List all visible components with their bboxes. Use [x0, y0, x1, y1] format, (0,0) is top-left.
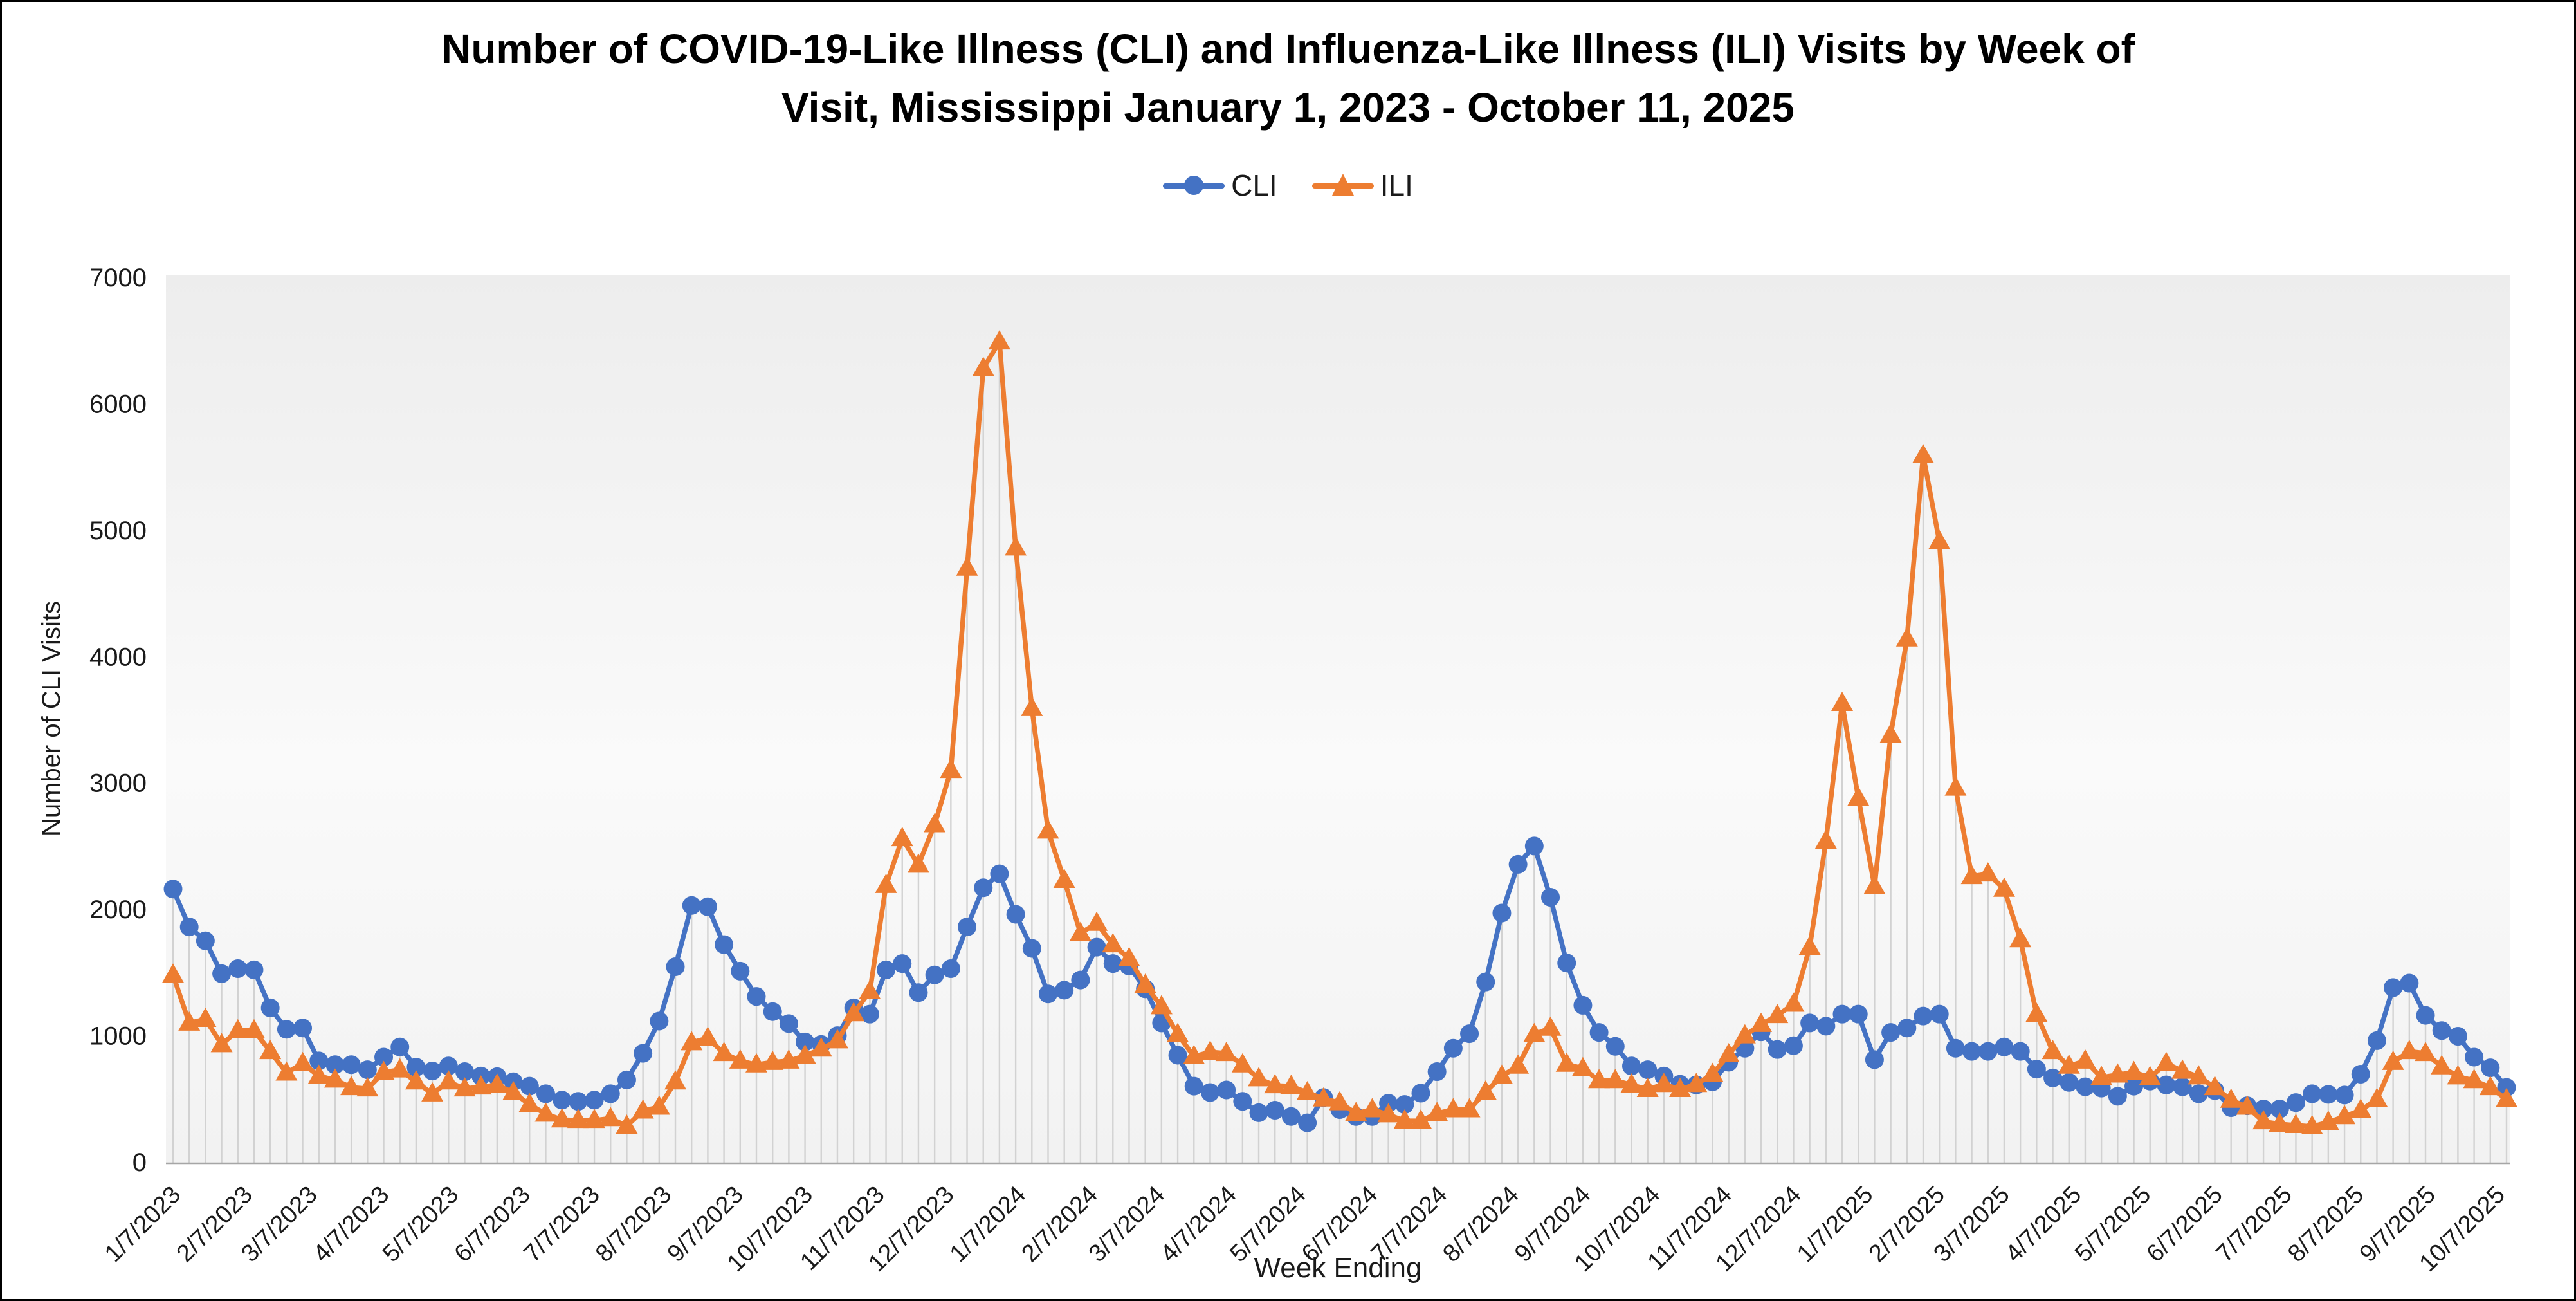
svg-text:2000: 2000 [89, 896, 147, 924]
svg-text:0: 0 [132, 1149, 147, 1177]
chart-title: Number of COVID-19-Like Illness (CLI) an… [2, 20, 2574, 137]
chart-legend: CLI ILI [2, 168, 2574, 203]
y-axis-tick-labels: 0 1000 2000 3000 4000 5000 6000 7000 [89, 264, 147, 1177]
x-axis-title: Week Ending [1254, 1252, 1422, 1284]
svg-text:8/7/2024: 8/7/2024 [1438, 1181, 1524, 1268]
svg-text:5000: 5000 [89, 517, 147, 545]
cli-line-marker-icon [1163, 172, 1225, 198]
legend-label-ili: ILI [1380, 169, 1413, 202]
svg-text:7/7/2025: 7/7/2025 [2211, 1181, 2297, 1268]
svg-text:4/7/2024: 4/7/2024 [1155, 1181, 1241, 1268]
svg-text:4/7/2025: 4/7/2025 [2000, 1181, 2087, 1268]
y-axis-title: Number of CLI Visits [37, 601, 66, 836]
svg-text:3000: 3000 [89, 770, 147, 798]
svg-text:8/7/2025: 8/7/2025 [2283, 1181, 2369, 1268]
svg-text:8/7/2023: 8/7/2023 [590, 1181, 677, 1268]
svg-text:1/7/2025: 1/7/2025 [1792, 1181, 1878, 1268]
svg-text:7000: 7000 [89, 264, 147, 292]
svg-text:6000: 6000 [89, 390, 147, 418]
chart-title-line1: Number of COVID-19-Like Illness (CLI) an… [441, 26, 2135, 72]
svg-text:5/7/2023: 5/7/2023 [378, 1181, 464, 1268]
ili-line-marker-icon [1311, 172, 1374, 198]
legend-item-cli: CLI [1163, 168, 1277, 203]
svg-text:7/7/2023: 7/7/2023 [519, 1181, 605, 1268]
svg-text:1/7/2024: 1/7/2024 [945, 1181, 1031, 1268]
ili-markers [162, 330, 2517, 1134]
svg-text:6/7/2023: 6/7/2023 [450, 1181, 536, 1268]
legend-item-ili: ILI [1311, 168, 1413, 203]
svg-text:4/7/2023: 4/7/2023 [308, 1181, 394, 1268]
svg-text:4000: 4000 [89, 643, 147, 671]
svg-text:5/7/2025: 5/7/2025 [2070, 1181, 2156, 1268]
svg-text:1/7/2023: 1/7/2023 [100, 1181, 186, 1268]
svg-text:1000: 1000 [89, 1022, 147, 1051]
svg-text:6/7/2025: 6/7/2025 [2142, 1181, 2228, 1268]
plot-background [166, 275, 2510, 1163]
legend-label-cli: CLI [1231, 169, 1277, 202]
chart-title-line2: Visit, Mississippi January 1, 2023 - Oct… [781, 84, 1795, 131]
